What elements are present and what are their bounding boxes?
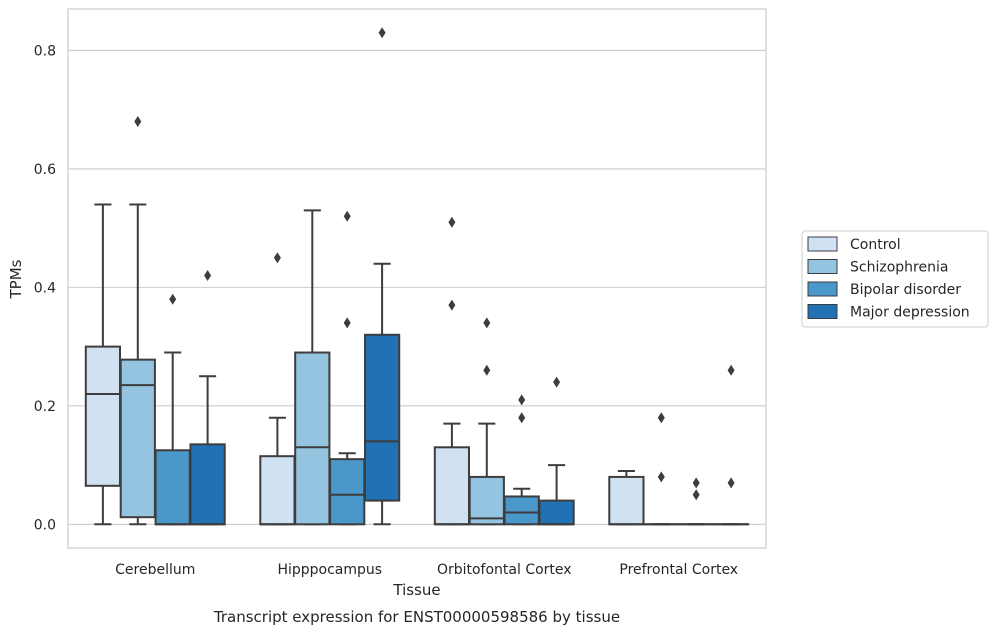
outlier-point	[518, 412, 526, 424]
plot-frame	[67, 8, 767, 549]
outlier-point	[692, 489, 700, 501]
y-tick-label: 0.2	[34, 399, 56, 415]
box-bipolar-disorder	[329, 210, 366, 526]
x-tick-label: Prefrontal Cortex	[619, 562, 738, 578]
box-schizophrenia	[643, 412, 680, 526]
outlier-point	[657, 471, 665, 483]
outlier-point	[378, 27, 386, 39]
x-tick-label: Hipppocampus	[277, 562, 382, 578]
x-tick-label: Cerebellum	[115, 562, 195, 578]
y-axis-label: TPMs	[7, 259, 25, 299]
box-body	[84, 345, 122, 487]
box-control	[259, 252, 296, 526]
box-major-depression	[712, 364, 750, 526]
x-tick-label: Orbitofontal Cortex	[437, 562, 572, 578]
outlier-point	[448, 299, 456, 311]
legend-swatch	[807, 281, 838, 297]
legend-label: Control	[850, 237, 901, 253]
box-schizophrenia	[468, 317, 505, 526]
y-tick-label: 0.8	[34, 43, 56, 59]
box-major-depression	[189, 270, 226, 526]
box-body	[468, 475, 505, 526]
legend-swatch	[807, 304, 838, 319]
box-major-depression	[363, 27, 401, 526]
box-body	[538, 499, 575, 526]
box-control	[433, 216, 471, 526]
box-body	[154, 449, 191, 526]
outlier-point	[169, 293, 177, 305]
legend-frame	[801, 230, 989, 328]
outlier-point	[343, 210, 351, 222]
legend-label: Bipolar disorder	[850, 282, 961, 298]
box-body	[503, 495, 540, 526]
outlier-point	[448, 216, 456, 228]
box-major-depression	[538, 376, 575, 526]
y-tick-label: 0.4	[34, 280, 56, 296]
chart-caption: Transcript expression for ENST0000059858…	[213, 608, 620, 626]
y-tick-labels: 0.0 0.2 0.4 0.6 0.8	[34, 43, 56, 533]
x-axis-label: Tissue	[392, 581, 440, 599]
outlier-point	[692, 477, 700, 489]
legend-label: Schizophrenia	[850, 260, 948, 276]
outlier-point	[204, 270, 212, 282]
outlier-point	[134, 116, 142, 128]
y-tick-label: 0.0	[34, 517, 56, 533]
outlier-point	[483, 364, 491, 376]
legend-label: Major depression	[850, 305, 970, 321]
x-tick-labels: Cerebellum Hipppocampus Orbitofontal Corte…	[115, 562, 738, 578]
box-body	[608, 475, 645, 526]
outlier-point	[657, 412, 665, 424]
box-bipolar-disorder	[154, 293, 191, 526]
box-body	[259, 455, 296, 526]
y-tick-label: 0.6	[34, 162, 56, 178]
legend: Control Schizophrenia Bipolar disorder Majo…	[801, 230, 989, 328]
outlier-point	[727, 364, 735, 376]
box-plots	[84, 27, 750, 526]
outlier-point	[518, 394, 526, 406]
outlier-point	[273, 252, 281, 264]
box-body	[119, 358, 156, 519]
outlier-point	[553, 376, 561, 388]
box-schizophrenia	[119, 116, 156, 526]
box-body	[294, 351, 331, 526]
box-schizophrenia	[294, 209, 331, 526]
box-body	[363, 333, 401, 502]
outlier-point	[483, 317, 491, 329]
legend-swatch	[807, 259, 838, 274]
outlier-point	[727, 477, 735, 489]
box-body	[329, 458, 366, 526]
box-control	[84, 203, 122, 526]
legend-swatch	[807, 236, 838, 252]
box-control	[608, 470, 645, 526]
box-body	[189, 443, 226, 526]
outlier-point	[343, 317, 351, 329]
box-body	[433, 446, 471, 526]
